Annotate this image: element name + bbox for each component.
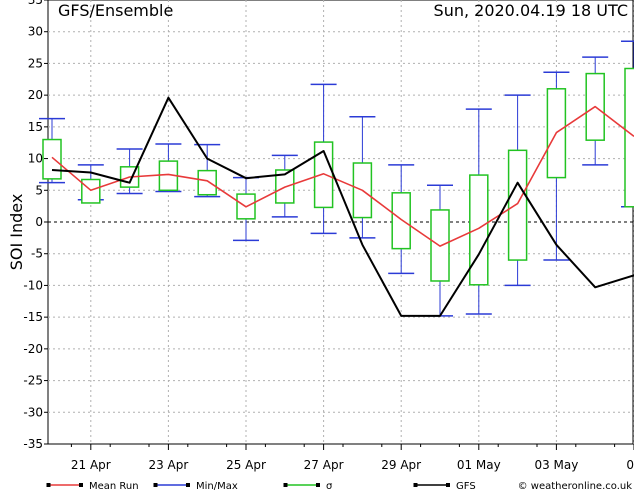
legend-label: Min/Max [196, 481, 238, 490]
y-tick-label: -5 [31, 247, 43, 261]
chart-title: GFS/Ensemble [58, 1, 173, 20]
y-tick-label: 25 [28, 56, 43, 70]
y-tick-label: 30 [28, 25, 43, 39]
sigma-box [42, 138, 62, 180]
legend-label: GFS [456, 481, 476, 490]
y-tick-label: -10 [23, 278, 43, 292]
mean-run-line [51, 105, 634, 247]
sigma-box [624, 67, 634, 208]
y-tick-label: 15 [28, 120, 43, 134]
sigma-box [469, 174, 489, 286]
copyright: © weatheronline.co.uk [518, 481, 633, 490]
chart-timestamp: Sun, 2020.04.19 18 UTC [434, 1, 628, 20]
sigma-box [197, 169, 217, 196]
legend-marker [316, 483, 320, 487]
legend-marker [153, 483, 158, 487]
y-tick-label: 20 [28, 88, 43, 102]
x-tick-label: 05 [626, 458, 634, 472]
sigma-box [391, 192, 411, 250]
sigma-box [81, 178, 101, 204]
legend-marker [446, 483, 450, 487]
y-tick-label: 0 [35, 215, 43, 229]
x-tick-label: 03 May [534, 458, 578, 472]
y-tick-label: 5 [35, 183, 43, 197]
y-tick-label: -35 [23, 437, 43, 451]
legend-label: σ [326, 481, 333, 490]
x-tick-label: 29 Apr [381, 458, 421, 472]
x-tick-label: 25 Apr [226, 458, 266, 472]
legend-label: Mean Run [89, 481, 139, 490]
legend: Mean Run Min/Max σ GFS [46, 481, 476, 490]
plot-border [47, 0, 634, 445]
y-tick-label: 35 [28, 0, 43, 7]
legend-marker [79, 483, 83, 487]
series-lines [51, 96, 634, 317]
gfs-line [51, 96, 634, 317]
y-tick-label: -30 [23, 405, 43, 419]
ensemble-boxes [39, 40, 634, 317]
legend-marker [283, 483, 288, 487]
y-tick-label: -20 [23, 342, 43, 356]
x-axis-ticks: 21 Apr 23 Apr 25 Apr 27 Apr 29 Apr 01 May 03 M… [71, 444, 634, 472]
y-axis-ticks: -35 -30 -25 -20 -15 -10 -5 0 5 10 15 20 25 30 35 [23, 0, 48, 451]
y-tick-label: -15 [23, 310, 43, 324]
legend-marker [186, 483, 190, 487]
y-tick-label: 10 [28, 152, 43, 166]
y-axis-label: SOI Index [7, 194, 26, 271]
y-tick-label: -25 [23, 374, 43, 388]
grid-layer [48, 0, 634, 444]
x-tick-label: 23 Apr [148, 458, 188, 472]
legend-marker [413, 483, 418, 487]
x-tick-label: 27 Apr [304, 458, 344, 472]
x-tick-label: 01 May [457, 458, 501, 472]
sigma-box [507, 149, 528, 261]
x-tick-label: 21 Apr [71, 458, 111, 472]
legend-marker [46, 483, 51, 487]
